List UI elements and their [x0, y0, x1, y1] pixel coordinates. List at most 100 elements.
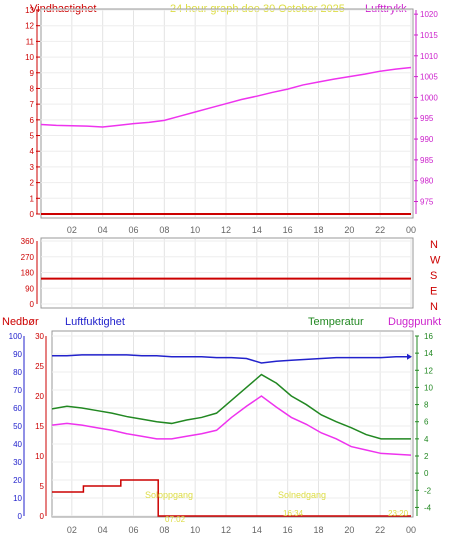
temperature-axis-label: Temperatur — [308, 316, 364, 328]
series-line-pressure — [40, 66, 412, 128]
x-tick-label-bottom: 06 — [128, 525, 138, 535]
y-tick-label-rain: 70 — [13, 386, 22, 395]
x-tick-label-bottom: 22 — [375, 525, 385, 535]
x-tick-label-top: 00 — [406, 225, 416, 235]
y-tick-label-temperature: 8 — [424, 401, 429, 410]
compass-label: E — [430, 286, 437, 298]
y-tick-label-wind: 8 — [30, 84, 35, 93]
sunset-label: Solnedgang — [278, 490, 326, 500]
y-tick-label-rain: 80 — [13, 368, 22, 377]
x-tick-label-bottom: 20 — [344, 525, 354, 535]
y-tick-label-direction: 360 — [21, 237, 35, 246]
x-tick-label-top: 06 — [128, 225, 138, 235]
sunrise-label: Soloppgang — [145, 490, 193, 500]
x-tick-label-top: 18 — [313, 225, 323, 235]
y-tick-label-pressure: 1015 — [420, 31, 438, 40]
x-tick-label-bottom: 02 — [67, 525, 77, 535]
y-tick-label-humidity: 5 — [40, 482, 45, 491]
compass-label: N — [430, 239, 438, 251]
sunset-time: 16:34 — [283, 509, 304, 518]
humidity-end-marker — [407, 353, 412, 360]
x-tick-label-top: 02 — [67, 225, 77, 235]
y-tick-label-rain: 40 — [13, 440, 22, 449]
y-tick-label-direction: 180 — [21, 269, 35, 278]
series-line-temperature — [51, 373, 411, 440]
grid-layer — [41, 9, 412, 517]
y-tick-label-wind: 12 — [25, 22, 34, 31]
y-tick-label-direction: 90 — [25, 284, 34, 293]
x-tick-label-bottom: 04 — [98, 525, 108, 535]
compass-label: W — [430, 255, 441, 267]
axis-layer: 0202040406060808101012121414161618182020… — [9, 6, 441, 535]
y-tick-label-pressure: 975 — [420, 198, 434, 207]
y-tick-label-temperature: -4 — [424, 503, 432, 512]
y-tick-label-pressure: 1020 — [420, 10, 438, 19]
y-tick-label-humidity: 10 — [35, 452, 44, 461]
y-tick-label-pressure: 1000 — [420, 93, 438, 102]
x-tick-label-top: 10 — [190, 225, 200, 235]
humidity-axis-label: Luftfuktighet — [65, 316, 125, 328]
y-tick-label-direction: 270 — [21, 253, 35, 262]
y-tick-label-wind: 1 — [30, 194, 35, 203]
y-tick-label-direction: 0 — [30, 300, 35, 309]
x-tick-label-bottom: 08 — [159, 525, 169, 535]
y-tick-label-rain: 60 — [13, 404, 22, 413]
y-tick-label-wind: 10 — [25, 53, 34, 62]
y-tick-label-temperature: 2 — [424, 452, 429, 461]
x-tick-label-bottom: 14 — [252, 525, 262, 535]
y-tick-label-temperature: 16 — [424, 332, 433, 341]
x-tick-label-top: 04 — [98, 225, 108, 235]
x-tick-label-top: 20 — [344, 225, 354, 235]
compass-label: N — [430, 301, 438, 313]
y-tick-label-temperature: 4 — [424, 435, 429, 444]
y-tick-label-pressure: 980 — [420, 177, 434, 186]
compass-label: S — [430, 270, 437, 282]
y-tick-label-humidity: 20 — [35, 392, 44, 401]
panel-top-frame — [40, 8, 414, 219]
y-tick-label-pressure: 985 — [420, 156, 434, 165]
y-tick-label-rain: 0 — [18, 512, 23, 521]
y-tick-label-wind: 3 — [30, 163, 35, 172]
rain-axis-label: Nedbør — [2, 316, 39, 328]
y-tick-label-wind: 11 — [26, 37, 35, 46]
y-tick-label-wind: 4 — [30, 147, 35, 156]
y-tick-label-wind: 13 — [25, 6, 34, 15]
x-tick-label-top: 14 — [252, 225, 262, 235]
y-tick-label-pressure: 990 — [420, 135, 434, 144]
x-tick-label-bottom: 10 — [190, 525, 200, 535]
y-tick-label-rain: 50 — [13, 422, 22, 431]
y-tick-label-temperature: 0 — [424, 469, 429, 478]
y-tick-label-temperature: 10 — [424, 383, 433, 392]
moonset-time: 23:20 — [388, 509, 409, 518]
series-line-rain — [52, 479, 411, 517]
x-tick-label-bottom: 12 — [221, 525, 231, 535]
y-tick-label-pressure: 995 — [420, 114, 434, 123]
y-tick-label-humidity: 30 — [35, 332, 44, 341]
dewpoint-axis-label: Duggpunkt — [388, 316, 441, 328]
series-line-humidity — [52, 354, 411, 364]
y-tick-label-temperature: 14 — [424, 349, 433, 358]
y-tick-label-temperature: 6 — [424, 418, 429, 427]
y-tick-label-wind: 5 — [30, 132, 35, 141]
y-tick-label-humidity: 0 — [40, 512, 45, 521]
series-line-dewpoint — [51, 395, 412, 456]
y-tick-label-humidity: 25 — [35, 362, 44, 371]
y-tick-label-wind: 6 — [30, 116, 35, 125]
y-tick-label-rain: 20 — [13, 476, 22, 485]
y-tick-label-wind: 0 — [30, 210, 35, 219]
sunrise-time: 07:02 — [165, 515, 186, 524]
y-tick-label-rain: 10 — [13, 494, 22, 503]
x-tick-label-top: 16 — [283, 225, 293, 235]
x-tick-label-bottom: 18 — [313, 525, 323, 535]
series-layer — [40, 66, 412, 517]
x-tick-label-top: 22 — [375, 225, 385, 235]
x-tick-label-bottom: 16 — [283, 525, 293, 535]
y-tick-label-temperature: 12 — [424, 366, 433, 375]
y-tick-label-wind: 7 — [30, 100, 35, 109]
y-tick-label-rain: 30 — [13, 458, 22, 467]
y-tick-label-temperature: -2 — [424, 486, 432, 495]
y-tick-label-rain: 90 — [13, 350, 22, 359]
y-tick-label-humidity: 15 — [35, 422, 44, 431]
y-tick-label-pressure: 1005 — [420, 73, 438, 82]
